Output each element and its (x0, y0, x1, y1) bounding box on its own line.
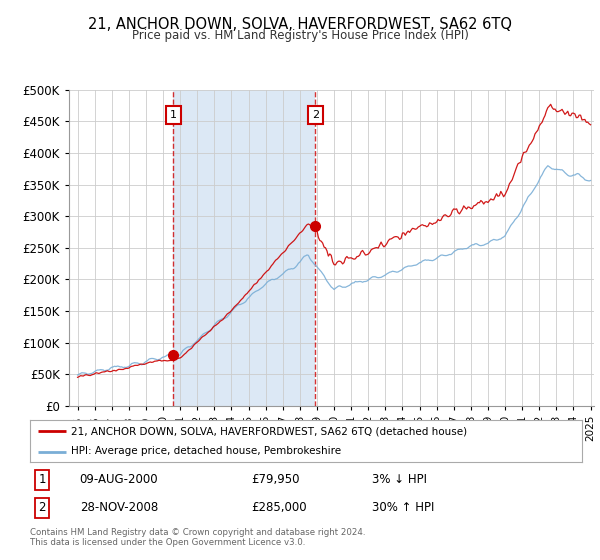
Text: Contains HM Land Registry data © Crown copyright and database right 2024.
This d: Contains HM Land Registry data © Crown c… (30, 528, 365, 547)
Text: 1: 1 (38, 473, 46, 487)
Text: £79,950: £79,950 (251, 473, 299, 487)
Text: 28-NOV-2008: 28-NOV-2008 (80, 501, 158, 515)
Text: 2: 2 (38, 501, 46, 515)
Text: 21, ANCHOR DOWN, SOLVA, HAVERFORDWEST, SA62 6TQ: 21, ANCHOR DOWN, SOLVA, HAVERFORDWEST, S… (88, 17, 512, 32)
Text: 30% ↑ HPI: 30% ↑ HPI (372, 501, 434, 515)
Text: £285,000: £285,000 (251, 501, 307, 515)
Text: 21, ANCHOR DOWN, SOLVA, HAVERFORDWEST, SA62 6TQ (detached house): 21, ANCHOR DOWN, SOLVA, HAVERFORDWEST, S… (71, 426, 467, 436)
Text: 1: 1 (170, 110, 177, 120)
Text: 2: 2 (311, 110, 319, 120)
Text: 3% ↓ HPI: 3% ↓ HPI (372, 473, 427, 487)
Text: HPI: Average price, detached house, Pembrokeshire: HPI: Average price, detached house, Pemb… (71, 446, 341, 456)
Text: Price paid vs. HM Land Registry's House Price Index (HPI): Price paid vs. HM Land Registry's House … (131, 29, 469, 42)
Text: 09-AUG-2000: 09-AUG-2000 (80, 473, 158, 487)
Bar (173, 90, 315, 406)
